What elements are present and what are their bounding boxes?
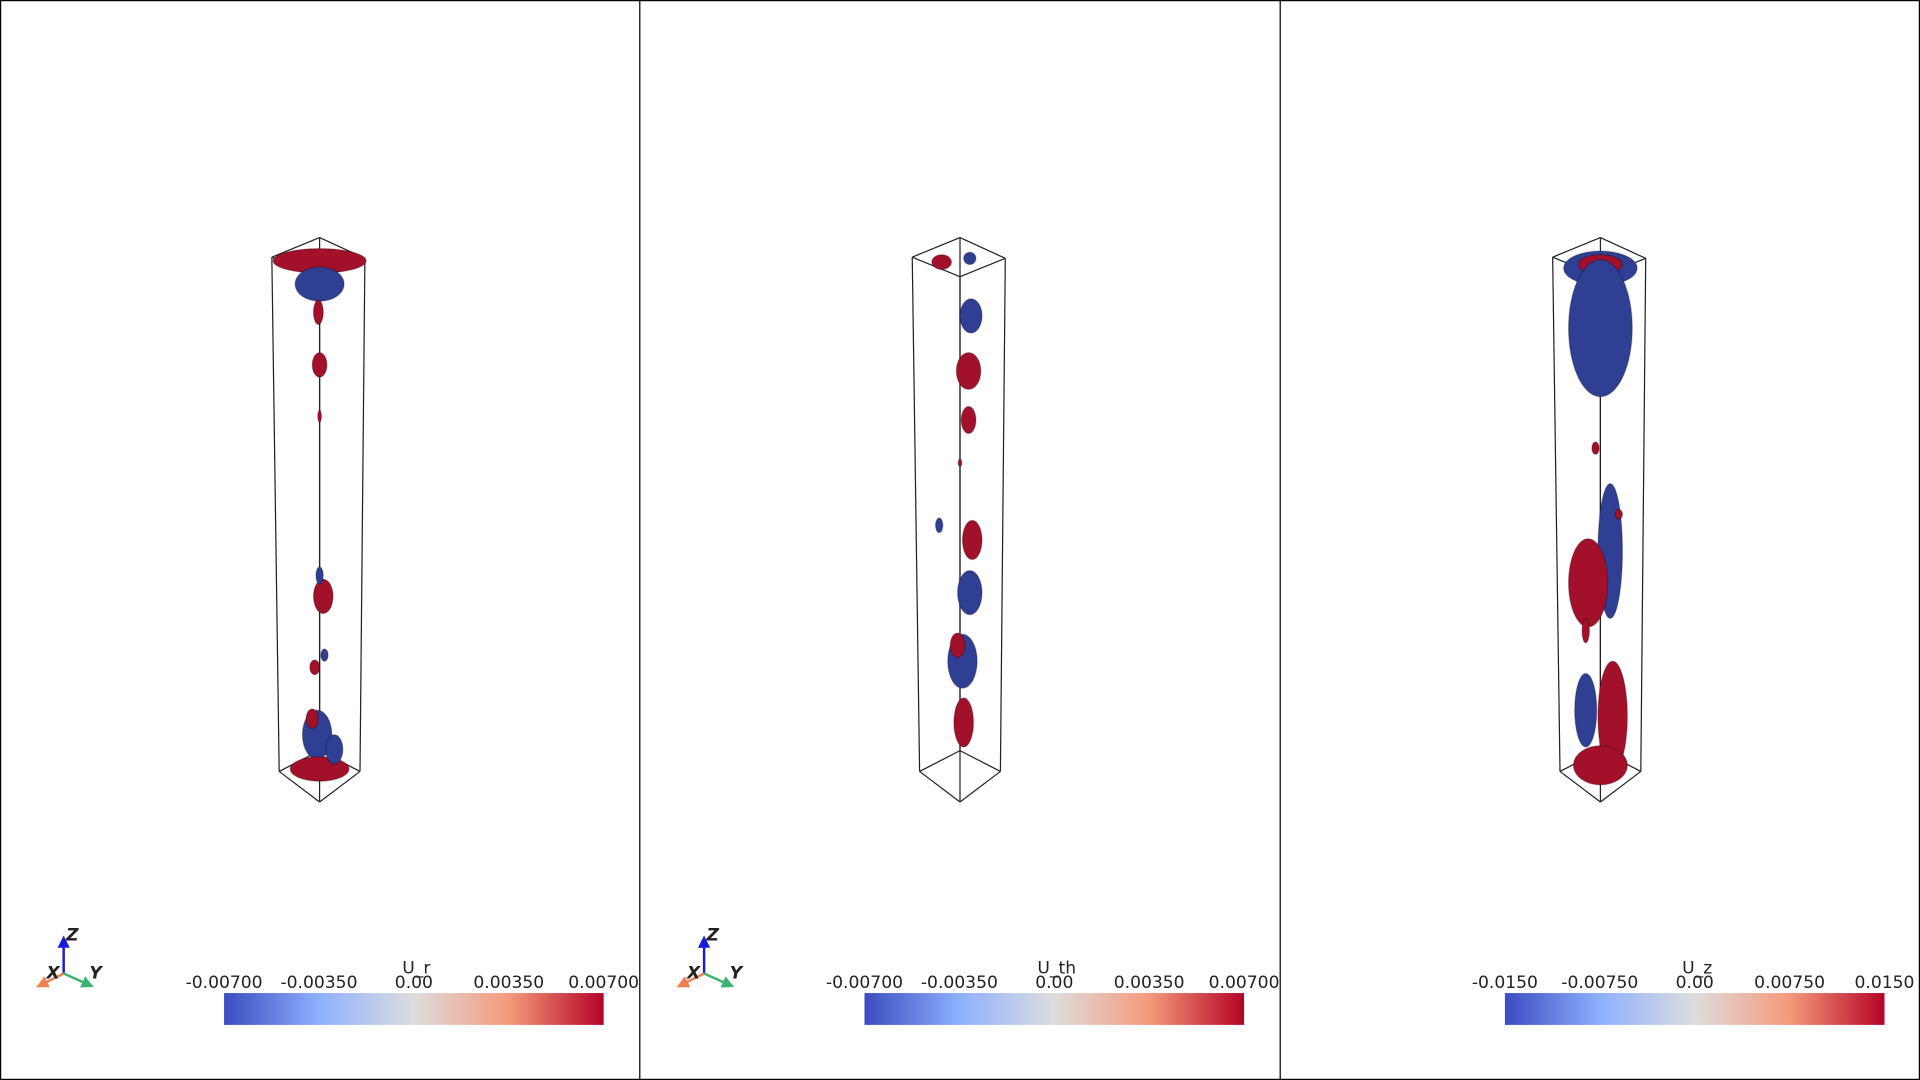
isosurface (309, 659, 321, 676)
colorbar-tick-label: 0.00700 (568, 973, 639, 993)
box-edge (319, 770, 361, 803)
isosurface (312, 299, 324, 326)
isosurface (1591, 441, 1600, 455)
isosurface (949, 632, 966, 659)
isosurface (315, 566, 324, 585)
axis-label: X (46, 963, 61, 983)
axis-label: Y (89, 963, 103, 983)
box-edge (271, 257, 280, 772)
box-edge (911, 257, 921, 772)
box-edge (959, 257, 1006, 278)
panel: U_r -0.00700 -0.00350 0.00 0.00350 0.00700 X YZ (36, 236, 639, 1025)
colorbar-tick-label: 0.0150 (1855, 973, 1915, 993)
isosurface (312, 578, 334, 615)
colorbar-tick-label: -0.00700 (826, 973, 903, 993)
box-edge (959, 770, 1001, 803)
isosurface (317, 409, 323, 424)
isosurface (1614, 508, 1624, 520)
colorbar (864, 993, 1245, 1025)
isosurface (1572, 745, 1628, 786)
colorbar (1504, 993, 1885, 1025)
box-edge (1559, 770, 1601, 803)
axis-label: Y (730, 963, 744, 983)
axis-x (676, 972, 705, 988)
isosurface (294, 266, 345, 302)
colorbar-tick-label: 0.00 (1035, 973, 1073, 993)
isosurface (959, 298, 983, 334)
isosurface (931, 254, 953, 270)
isosurface (305, 708, 319, 730)
colorbar-tick-label: 0.00350 (473, 973, 544, 993)
isosurface (956, 570, 983, 616)
axis-y (703, 972, 735, 988)
isosurface (1567, 258, 1633, 398)
box-edge (1640, 258, 1647, 772)
isosurface (320, 648, 329, 662)
panel: U_z -0.0150 -0.00750 0.00 0.00750 0.0150 (1472, 236, 1915, 1025)
box-edge (359, 258, 366, 772)
isosurface (960, 405, 977, 435)
colorbar-tick-label: -0.0150 (1472, 973, 1538, 993)
colorbar (224, 993, 604, 1025)
box-edge (1600, 770, 1642, 803)
colorbar-tick-label: -0.00750 (1561, 973, 1638, 993)
axis-label: Z (65, 925, 79, 945)
box-edge (1552, 257, 1561, 772)
isosurface (1567, 538, 1609, 628)
colorbar-title: U_th (1037, 958, 1076, 978)
isosurface (325, 734, 344, 765)
box-edge (271, 236, 320, 258)
isosurface (955, 352, 982, 390)
colorbar-tick-label: -0.00350 (921, 973, 998, 993)
isosurface (963, 251, 977, 266)
isosurface (957, 458, 963, 468)
panel: U_th -0.00700 -0.00350 0.00 0.00350 0.00700 X Y… (676, 236, 1280, 1025)
colorbar-tick-label: 0.00350 (1114, 973, 1185, 993)
box-edge (278, 770, 320, 803)
axis-label: X (686, 963, 701, 983)
box-edge (919, 770, 961, 803)
axis-x (36, 972, 65, 988)
colorbar-tick-label: 0.00700 (1209, 973, 1280, 993)
isosurface (953, 697, 975, 748)
box-edge (1552, 236, 1601, 258)
colorbar-title: U_r (402, 958, 431, 978)
isosurface (934, 517, 944, 534)
isosurface (311, 352, 328, 378)
box-edge (919, 750, 961, 772)
box-edge (999, 258, 1006, 772)
box-edge (912, 236, 961, 258)
isosurface (961, 519, 983, 561)
colorbar-tick-label: 0.00750 (1754, 973, 1825, 993)
box-edge (959, 236, 1006, 259)
colorbar-tick-label: -0.00700 (186, 973, 263, 993)
colorbar-tick-label: -0.00350 (280, 973, 357, 993)
box-edge (959, 750, 1001, 772)
axis-y (63, 972, 94, 988)
isosurface (1574, 672, 1598, 748)
colorbar-tick-label: 0.00 (1676, 973, 1714, 993)
colorbar-title: U_z (1682, 958, 1712, 978)
isosurface (1581, 617, 1590, 644)
colorbar-tick-label: 0.00 (395, 973, 433, 993)
box-edge (1600, 236, 1646, 259)
axis-label: Z (706, 925, 720, 945)
